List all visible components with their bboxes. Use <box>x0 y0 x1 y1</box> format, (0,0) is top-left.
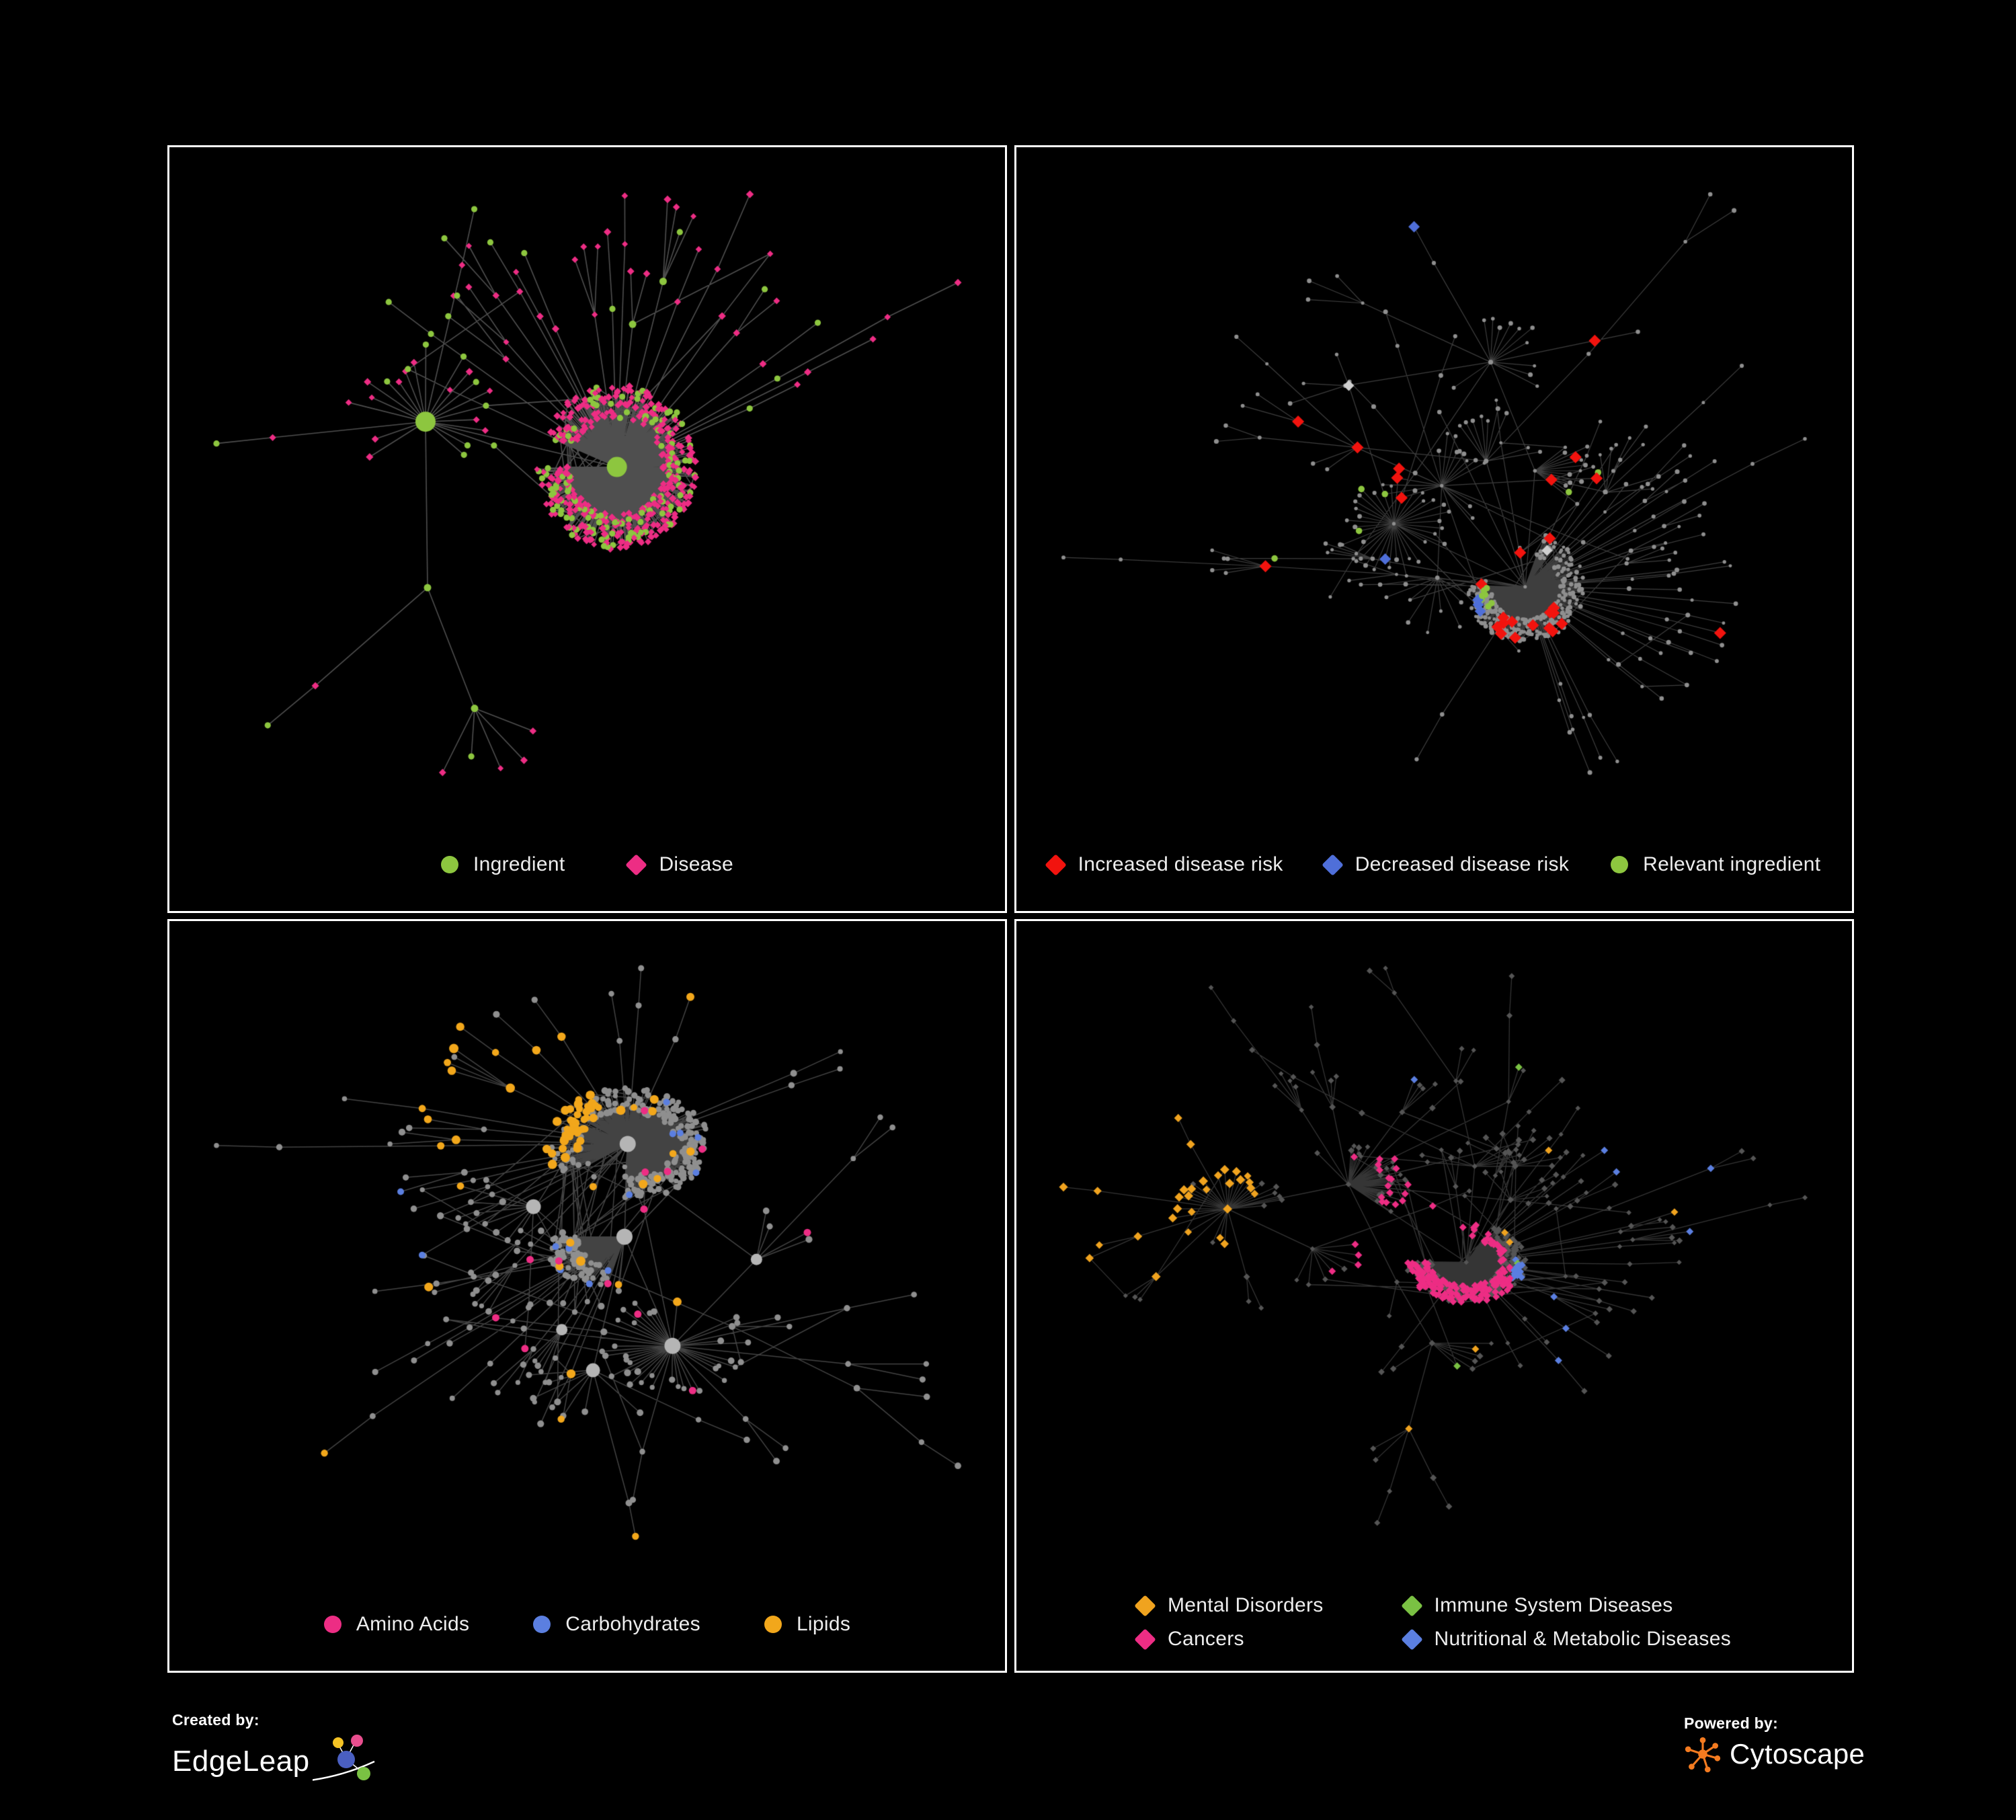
legend-label-decreased-risk: Decreased disease risk <box>1355 853 1570 875</box>
legend-macronutrients: Amino Acids Carbohydrates Lipids <box>169 1613 1005 1636</box>
nutritional-diseases-diamond-icon <box>1400 1628 1423 1651</box>
legend-item-cancers: Cancers <box>1134 1628 1324 1651</box>
legend-label-carbohydrates: Carbohydrates <box>565 1613 700 1635</box>
created-by-label: Created by: <box>172 1711 259 1729</box>
amino-acids-circle-icon <box>323 1616 341 1633</box>
edgeleap-logo: EdgeLeap <box>172 1732 382 1791</box>
legend-label-lipids: Lipids <box>796 1613 851 1635</box>
legend-label-disease: Disease <box>659 853 733 875</box>
legend-item-immune-diseases: Immune System Diseases <box>1400 1594 1731 1617</box>
lipids-circle-icon <box>764 1616 782 1633</box>
panel-macronutrients: Amino Acids Carbohydrates Lipids <box>167 919 1007 1673</box>
legend-item-ingredient: Ingredient <box>441 853 565 876</box>
mental-disorders-diamond-icon <box>1134 1594 1156 1617</box>
legend-label-amino-acids: Amino Acids <box>356 1613 470 1635</box>
panel-ingredient-disease: Ingredient Disease <box>167 145 1007 913</box>
legend-item-amino-acids: Amino Acids <box>323 1613 470 1636</box>
legend-disease-categories: Mental Disorders Immune System Diseases … <box>1016 1594 1852 1651</box>
legend-ingredient-disease: Ingredient Disease <box>169 853 1005 876</box>
legend-label-nutritional-diseases: Nutritional & Metabolic Diseases <box>1434 1628 1731 1650</box>
legend-item-disease: Disease <box>625 853 733 876</box>
legend-item-lipids: Lipids <box>764 1613 850 1636</box>
legend-label-relevant-ingredient: Relevant ingredient <box>1643 853 1821 875</box>
edgeleap-logo-icon <box>312 1735 375 1781</box>
cytoscape-logo-icon <box>1685 1737 1721 1773</box>
cytoscape-logo-text: Cytoscape <box>1730 1738 1865 1770</box>
legend-label-cancers: Cancers <box>1168 1628 1244 1650</box>
panel-disease-risk: Increased disease risk Decreased disease… <box>1014 145 1854 913</box>
powered-by-label: Powered by: <box>1684 1714 1779 1732</box>
footer-created-by: Created by: EdgeLeap <box>172 1711 382 1791</box>
network-graph-macronutrients <box>169 921 1005 1583</box>
legend-item-decreased-risk: Decreased disease risk <box>1321 853 1570 876</box>
legend-item-increased-risk: Increased disease risk <box>1044 853 1283 876</box>
network-graph-ingredient-disease <box>169 147 1005 820</box>
legend-label-ingredient: Ingredient <box>473 853 565 875</box>
panel-disease-categories: Mental Disorders Immune System Diseases … <box>1014 919 1854 1673</box>
legend-item-carbohydrates: Carbohydrates <box>533 1613 700 1636</box>
cytoscape-logo: Cytoscape <box>1684 1735 1865 1773</box>
legend-item-mental-disorders: Mental Disorders <box>1134 1594 1324 1617</box>
legend-label-mental-disorders: Mental Disorders <box>1168 1594 1324 1616</box>
footer-powered-by: Powered by: <box>1684 1714 1865 1773</box>
legend-item-nutritional-diseases: Nutritional & Metabolic Diseases <box>1400 1628 1731 1651</box>
ingredient-circle-icon <box>441 856 459 873</box>
legend-label-immune-diseases: Immune System Diseases <box>1434 1594 1673 1616</box>
carbohydrates-circle-icon <box>533 1616 551 1633</box>
legend-disease-risk: Increased disease risk Decreased disease… <box>1016 853 1852 876</box>
figure-grid: Ingredient Disease Increased disease ris… <box>167 145 1854 1673</box>
legend-item-relevant-ingredient: Relevant ingredient <box>1611 853 1820 876</box>
decreased-risk-diamond-icon <box>1321 853 1344 876</box>
edgeleap-logo-text: EdgeLeap <box>172 1745 310 1778</box>
immune-diseases-diamond-icon <box>1400 1594 1423 1617</box>
disease-diamond-icon <box>625 853 648 876</box>
relevant-ingredient-circle-icon <box>1611 856 1629 873</box>
increased-risk-diamond-icon <box>1044 853 1067 876</box>
legend-label-increased-risk: Increased disease risk <box>1078 853 1283 875</box>
cancers-diamond-icon <box>1134 1628 1156 1651</box>
network-graph-disease-risk <box>1016 147 1852 820</box>
network-graph-disease-categories <box>1016 921 1852 1570</box>
